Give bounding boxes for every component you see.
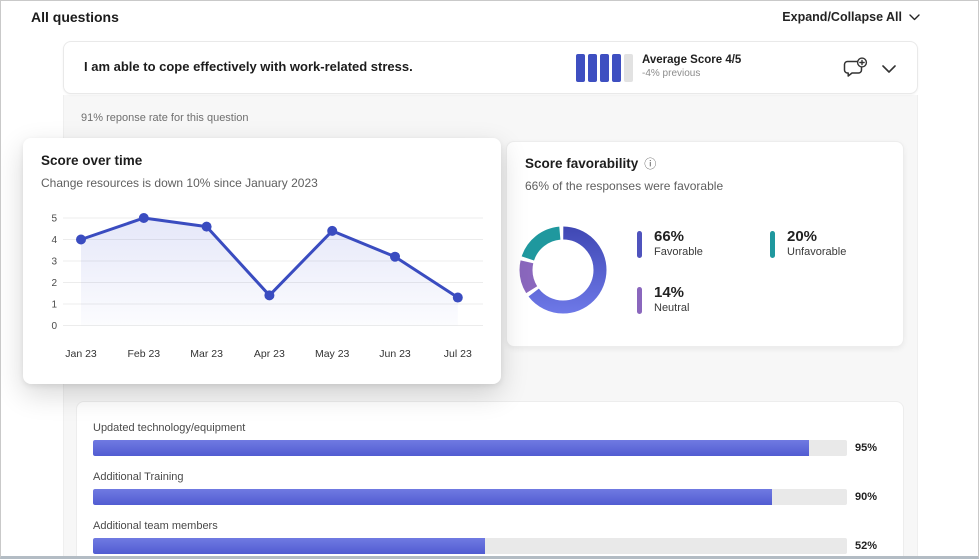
y-axis-tick-label: 3	[51, 257, 57, 268]
score-favorability-card: Score favorability ⓘ 66% of the response…	[506, 141, 904, 347]
line-chart-data-point	[138, 213, 149, 223]
x-axis-tick-label: Jun 23	[379, 348, 411, 360]
y-axis-tick-label: 4	[51, 235, 57, 246]
line-chart-data-point	[76, 234, 86, 245]
line-chart-area-fill	[81, 218, 458, 326]
x-axis-tick-label: May 23	[315, 348, 350, 360]
score-over-time-title: Score over time	[41, 153, 143, 168]
donut-segment-favorable	[519, 226, 607, 314]
add-comment-icon[interactable]	[843, 57, 869, 81]
legend-swatch	[637, 287, 642, 314]
y-axis-tick-label: 5	[51, 214, 57, 225]
x-axis-tick-label: Apr 23	[254, 348, 285, 360]
favorability-legend-column-2: 20% Unfavorable	[770, 228, 846, 258]
favorability-subtitle: 66% of the responses were favorable	[525, 179, 724, 193]
x-axis-tick-label: Jan 23	[65, 348, 97, 360]
y-axis-tick-label: 0	[51, 321, 57, 332]
priority-label: Updated technology/equipment	[93, 422, 246, 434]
previous-delta-label: -4% previous	[642, 68, 701, 79]
line-chart-data-point	[201, 221, 212, 232]
expand-collapse-all-label: Expand/Collapse All	[782, 10, 902, 24]
legend-swatch	[637, 231, 642, 258]
score-pills	[576, 54, 633, 82]
score-pill-filled	[588, 54, 597, 82]
line-chart-data-point	[390, 251, 400, 262]
priority-percent: 90%	[855, 491, 878, 503]
legend-item-favorable: 66% Favorable	[637, 228, 703, 258]
line-chart-data-point	[327, 225, 338, 236]
score-pill-filled	[600, 54, 609, 82]
priorities-bars-card: Updated technology/equipment 95% Additiona…	[76, 401, 904, 556]
y-axis-tick-label: 1	[51, 300, 57, 311]
priority-bar-row: Updated technology/equipment 95%	[93, 422, 887, 456]
priority-bar-track	[93, 440, 847, 456]
average-score-label: Average Score 4/5	[642, 54, 742, 66]
score-pill-filled	[612, 54, 621, 82]
legend-percent: 14%	[654, 284, 685, 301]
x-axis-tick-label: Jul 23	[444, 348, 472, 360]
favorability-title: Score favorability	[525, 156, 639, 171]
favorability-legend-column-1: 66% Favorable 14% Neutral	[637, 228, 703, 314]
priority-bar-row: Additional team members 52%	[93, 520, 887, 554]
priority-bar-row: Additional Training 90%	[93, 471, 887, 505]
average-score-block: Average Score 4/5 -4% previous	[642, 54, 741, 79]
legend-item-unfavorable: 20% Unfavorable	[770, 228, 846, 258]
priority-label: Additional Training	[93, 471, 184, 483]
info-icon[interactable]: ⓘ	[644, 156, 657, 171]
priority-bar-track	[93, 489, 847, 505]
donut-segment-neutral	[519, 226, 607, 314]
priority-bar-fill	[93, 440, 810, 456]
legend-label: Unfavorable	[787, 246, 847, 258]
priority-percent: 95%	[855, 442, 878, 454]
expand-collapse-all-button[interactable]: Expand/Collapse All	[782, 10, 920, 24]
legend-item-neutral: 14% Neutral	[637, 284, 703, 314]
chevron-down-icon	[909, 13, 920, 21]
priority-label: Additional team members	[93, 520, 218, 532]
y-axis-tick-label: 2	[51, 278, 57, 289]
line-chart-data-point	[264, 290, 275, 301]
legend-label: Favorable	[654, 246, 703, 258]
score-pill-empty	[624, 54, 633, 82]
priority-bar-fill	[93, 489, 772, 505]
x-axis-tick-label: Mar 23	[190, 348, 223, 360]
question-chevron-down-icon[interactable]	[882, 61, 896, 79]
page-title: All questions	[31, 9, 119, 25]
score-over-time-card: Score over time Change resources is down…	[23, 138, 501, 384]
response-rate-text: 91% reponse rate for this question	[81, 112, 249, 124]
priority-bar-fill	[93, 538, 486, 554]
favorability-donut-chart	[519, 226, 607, 314]
score-over-time-line-chart: 5 4 3 2 1 0 Jan 23 Feb 23 Mar 23 Apr 23 May 23 Jun …	[51, 213, 483, 360]
legend-percent: 66%	[654, 228, 685, 245]
legend-swatch	[770, 231, 775, 258]
legend-percent: 20%	[787, 228, 818, 245]
x-axis-tick-label: Feb 23	[127, 348, 160, 360]
question-text: I am able to cope effectively with work-…	[84, 59, 413, 74]
score-over-time-subtitle: Change resources is down 10% since Janua…	[41, 176, 318, 190]
question-card[interactable]: I am able to cope effectively with work-…	[63, 41, 918, 94]
score-pill-filled	[576, 54, 585, 82]
line-chart-data-point	[452, 292, 463, 303]
legend-label: Neutral	[654, 302, 690, 314]
priority-bar-track	[93, 538, 847, 554]
priority-percent: 52%	[855, 540, 878, 552]
